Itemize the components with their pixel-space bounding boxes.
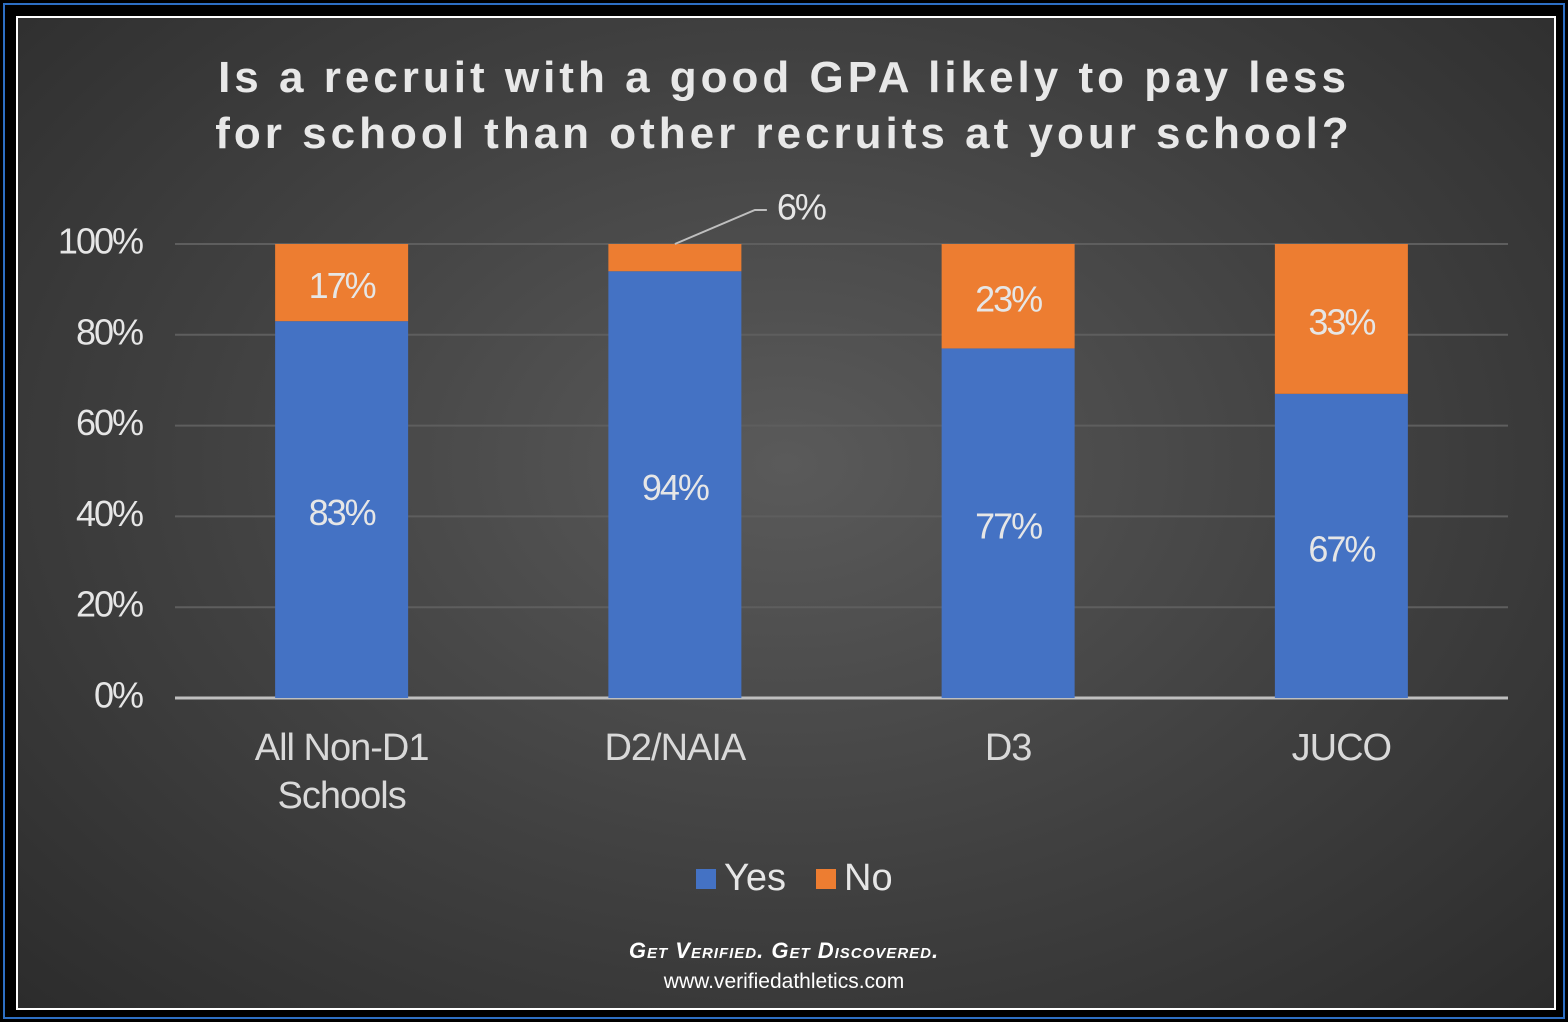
y-tick-label: 20% (76, 584, 143, 625)
y-tick-label: 0% (94, 675, 143, 716)
y-tick-label: 80% (76, 311, 143, 352)
y-tick-label: 100% (58, 221, 143, 262)
data-label: 17% (309, 265, 376, 306)
data-label: 83% (309, 492, 376, 533)
x-tick-label: D3 (984, 727, 1033, 769)
x-tick-label: D2/NAIA (604, 727, 746, 769)
x-tick-label: JUCO (1291, 727, 1392, 769)
bar-segment (1274, 393, 1408, 698)
data-label: 67% (1308, 528, 1375, 569)
chart-title: Is a recruit with a good GPA likely to p… (215, 53, 1353, 158)
leader-line (674, 209, 767, 245)
url: www.verifiedathletics.com (663, 970, 905, 993)
frame (3, 3, 1565, 1019)
data-label: 77% (975, 506, 1042, 547)
bar-segment (941, 244, 1075, 349)
y-tick-label: 40% (76, 493, 143, 534)
tagline: Get Verified. Get Discovered. (628, 938, 940, 963)
legend-swatch (696, 869, 716, 889)
bar-segment (275, 321, 409, 698)
bar-segment (941, 348, 1075, 698)
y-tick-label: 60% (76, 402, 143, 443)
bar-segment (608, 271, 742, 698)
data-label: 94% (642, 467, 709, 508)
legend-swatch (816, 869, 836, 889)
bar-segment (608, 244, 742, 272)
data-label: 33% (1308, 301, 1375, 342)
bar-segment (1274, 244, 1408, 394)
bar-segment (275, 244, 409, 322)
data-label: 23% (975, 279, 1042, 320)
data-label: 6% (777, 187, 826, 228)
legend-label: No (844, 857, 893, 899)
legend-label: Yes (724, 857, 786, 899)
x-tick-label: All Non-D1 Schools (254, 727, 430, 817)
